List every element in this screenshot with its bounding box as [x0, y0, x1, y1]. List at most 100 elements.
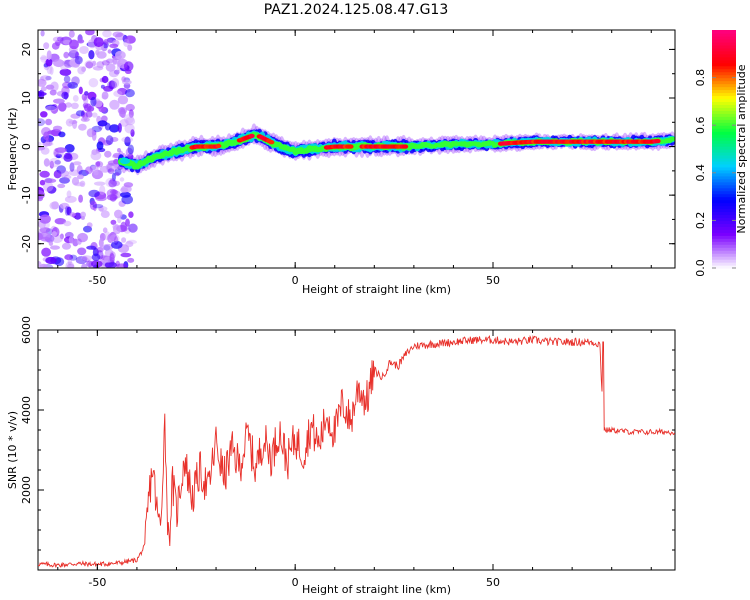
colorbar-segment: [712, 211, 736, 216]
heatmap-cell: [103, 39, 109, 45]
heatmap-cell: [77, 174, 84, 180]
heatmap-cell: [78, 86, 83, 95]
heatmap-cell: [68, 120, 78, 125]
heatmap-cell: [107, 49, 112, 54]
heatmap-cell: [69, 39, 79, 50]
heatmap-cell: [107, 168, 115, 175]
heatmap-cell: [95, 49, 100, 56]
heatmap-cell: [87, 105, 95, 112]
colorbar-segment: [712, 169, 736, 174]
heatmap-cell: [64, 254, 74, 261]
heatmap-cell: [108, 179, 117, 188]
colorbar-segment: [712, 250, 736, 254]
colorbar-segment: [712, 166, 736, 171]
heatmap-cell: [68, 30, 75, 38]
heatmap-cell: [40, 111, 48, 118]
colorbar-segment: [712, 80, 736, 85]
heatmap-cell: [95, 161, 101, 167]
heatmap-cell: [39, 170, 50, 178]
heatmap-cell: [65, 261, 75, 268]
colorbar-segment: [712, 107, 736, 111]
colorbar-segment: [712, 104, 736, 108]
x-tick-label: -50: [88, 576, 106, 589]
heatmap-cell: [125, 147, 134, 157]
heatmap-cell: [63, 174, 72, 180]
heatmap-cell: [86, 222, 93, 228]
colorbar-segment: [712, 184, 736, 189]
heatmap-cell: [105, 63, 116, 72]
heatmap-cell: [268, 140, 275, 145]
colorbar-segment: [712, 56, 736, 61]
heatmap-cell: [49, 201, 59, 210]
heatmap-cell: [89, 200, 97, 210]
colorbar-segment: [712, 44, 736, 49]
heatmap-cell: [102, 243, 114, 251]
heatmap-cell: [112, 31, 124, 38]
heatmap-cell: [43, 158, 50, 167]
heatmap-cell: [102, 227, 108, 233]
heatmap-cell: [121, 76, 127, 82]
heatmap-cell: [112, 224, 122, 235]
heatmap-cell: [109, 43, 119, 49]
heatmap-cell: [100, 210, 110, 218]
heatmap-cell: [69, 162, 75, 172]
heatmap-cell: [38, 78, 47, 87]
heatmap-cell: [86, 128, 95, 138]
heatmap-cell: [114, 209, 123, 219]
heatmap-cell: [61, 242, 72, 250]
heatmap-cell: [77, 247, 87, 256]
heatmap-cell: [125, 103, 135, 112]
colorbar-segment: [712, 205, 736, 210]
heatmap-cell: [45, 58, 53, 67]
heatmap-cell: [85, 111, 93, 118]
colorbar-segment: [712, 214, 736, 219]
heatmap-cell: [91, 112, 98, 118]
heatmap-cell: [51, 231, 58, 237]
heatmap-cell: [96, 141, 104, 151]
heatmap-cell: [113, 69, 120, 75]
heatmap-cell: [124, 89, 135, 98]
heatmap-cell: [99, 185, 106, 196]
heatmap-cell: [49, 157, 61, 168]
colorbar-segment: [712, 137, 736, 141]
heatmap-cell: [63, 75, 71, 83]
heatmap-cell: [115, 263, 128, 268]
colorbar-segment: [712, 172, 736, 177]
heatmap-cell: [68, 236, 74, 244]
snr-frame: [37, 329, 676, 571]
heatmap-cell: [99, 206, 104, 212]
heatmap-cell: [117, 87, 128, 96]
heatmap-cell: [38, 232, 43, 241]
colorbar-segment: [712, 50, 736, 55]
colorbar-segment: [712, 119, 736, 123]
heatmap-cell: [64, 206, 70, 216]
heatmap-cell: [86, 245, 97, 250]
heatmap-cell: [105, 177, 116, 188]
heatmap-cell: [108, 69, 119, 78]
colorbar-tick-label: 0.6: [694, 116, 707, 134]
heatmap-cell: [69, 254, 78, 261]
heatmap-cell: [115, 32, 126, 41]
heatmap-cell: [106, 188, 118, 198]
heatmap-cell: [128, 223, 138, 233]
heatmap-cell: [39, 227, 51, 233]
heatmap-cell: [94, 161, 104, 168]
heatmap-cell: [124, 136, 131, 147]
colorbar-segment: [712, 86, 736, 91]
colorbar-segment: [712, 38, 736, 43]
heatmap-cell: [127, 144, 134, 155]
heatmap-cell: [39, 76, 45, 84]
colorbar-segment: [712, 62, 736, 67]
heatmap-cell: [117, 123, 122, 133]
heatmap-cell: [93, 37, 104, 48]
heatmap-cell: [71, 177, 80, 186]
colorbar-segment: [712, 41, 736, 46]
colorbar-segment: [712, 217, 736, 222]
heatmap-cell: [128, 211, 134, 218]
heatmap-cell: [51, 42, 60, 50]
heatmap-cell: [85, 61, 94, 69]
colorbar-segment: [712, 175, 736, 180]
heatmap-cell: [101, 91, 109, 100]
colorbar-tick-label: 0.8: [694, 69, 707, 87]
y-tick-label: 4000: [20, 396, 33, 424]
